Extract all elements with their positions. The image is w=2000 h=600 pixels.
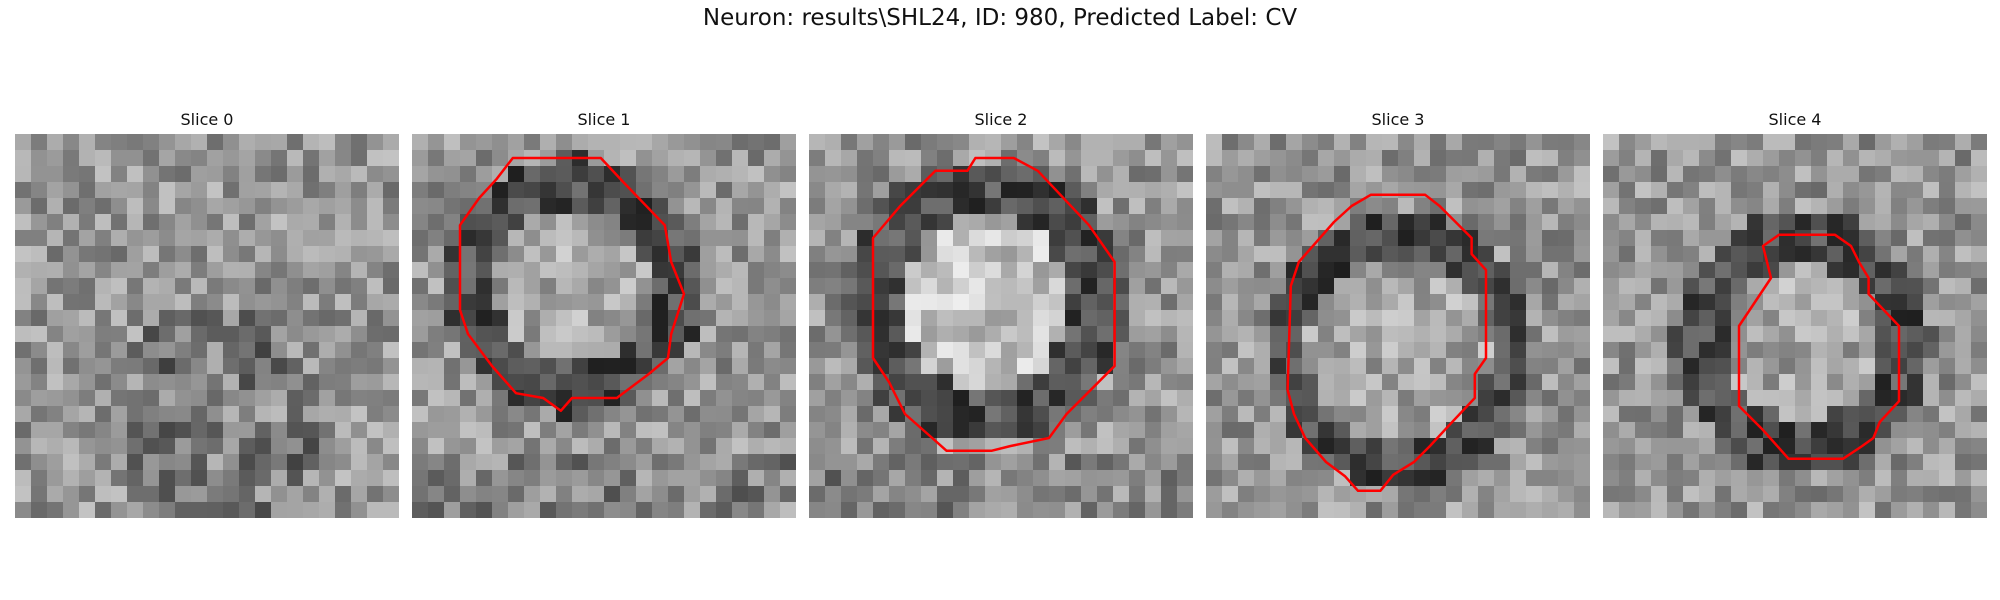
slice-pixels [1206,134,1590,518]
slice-panel-1: Slice 1 [412,110,796,534]
slice-pixels [412,134,796,518]
slice-title-1: Slice 1 [577,110,631,129]
slice-title-3: Slice 3 [1371,110,1425,129]
slice-panel-3: Slice 3 [1206,110,1590,534]
slice-pixels [15,134,399,518]
slice-title-4: Slice 4 [1768,110,1822,129]
slice-title-0: Slice 0 [180,110,234,129]
segmentation-contour [1737,233,1901,461]
slice-image-0 [15,134,399,518]
slice-pixels [809,134,1193,518]
segmentation-contour [458,156,686,413]
slice-image-2 [809,134,1193,518]
figure-title: Neuron: results\SHL24, ID: 980, Predicte… [702,5,1298,31]
slice-title-2: Slice 2 [974,110,1028,129]
slice-panel-4: Slice 4 [1603,110,1987,534]
slice-panel-0: Slice 0 [15,110,399,534]
segmentation-contour [871,156,1116,453]
slice-image-1 [412,134,796,518]
slice-image-4 [1603,134,1987,518]
slice-image-3 [1206,134,1590,518]
segmentation-contour [1286,193,1488,493]
slice-pixels [1603,134,1987,518]
slice-panel-2: Slice 2 [809,110,1193,534]
